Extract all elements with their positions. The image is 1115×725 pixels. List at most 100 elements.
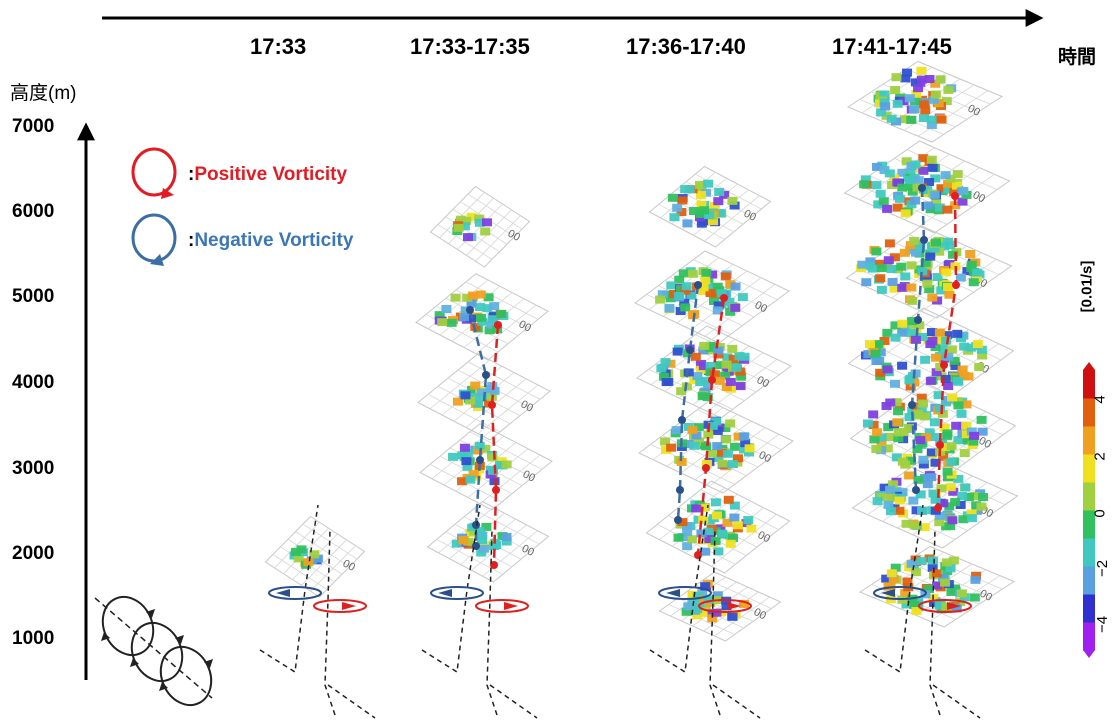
altitude-tick-5000: 5000 xyxy=(12,286,55,307)
positive-vorticity-icon xyxy=(131,147,177,199)
colorbar-segment xyxy=(1083,454,1095,483)
positive-vortex-track xyxy=(490,324,500,566)
negative-rotation-arrow xyxy=(881,589,895,597)
colorbar-segment xyxy=(1083,510,1095,539)
vorticity-field xyxy=(872,467,989,532)
vorticity-field xyxy=(873,66,957,129)
vorticity-field xyxy=(881,554,982,616)
time-label-2: 17:33-17:35 xyxy=(410,34,530,59)
altitude-tick-2000: 2000 xyxy=(12,543,55,564)
positive-vortex-point xyxy=(494,321,502,329)
altitude-tick-1000: 1000 xyxy=(12,628,55,649)
plane-tick-label: 00 xyxy=(742,208,758,224)
negative-rotation-arrow xyxy=(438,589,452,597)
negative-vortex-point xyxy=(676,486,684,494)
negative-vortex-point xyxy=(908,401,916,409)
vorticity-field xyxy=(656,341,750,402)
colorbar-cap-bottom xyxy=(1083,650,1095,658)
grid-plane: 00 xyxy=(417,353,551,441)
colorbar-unit: [0.01/s] xyxy=(1078,260,1096,313)
positive-rotation-arrow xyxy=(947,602,961,610)
negative-vortex-point xyxy=(472,521,480,529)
colorbar-tick-2: 2 xyxy=(1091,452,1109,461)
vorticity-field xyxy=(673,495,757,556)
grid-plane: 00 xyxy=(658,571,782,642)
colorbar-segment xyxy=(1083,622,1095,651)
negative-vortex-track xyxy=(676,284,700,521)
vorticity-field xyxy=(856,236,985,305)
positive-vortex-point xyxy=(936,441,944,449)
altitude-tick-3000: 3000 xyxy=(12,458,55,479)
positive-rotation-arrow xyxy=(504,602,518,610)
plane-tick-label: 00 xyxy=(756,529,772,545)
positive-vortex-point xyxy=(702,464,710,472)
plane-tick-label: 00 xyxy=(519,398,535,414)
tornado-base xyxy=(864,504,981,719)
positive-rotation-ring xyxy=(475,599,529,613)
positive-rotation-arrow xyxy=(727,602,741,610)
tornado-base xyxy=(421,504,538,719)
legend-positive-colon: : xyxy=(188,164,195,185)
negative-vortex-point xyxy=(686,346,694,354)
negative-vortex-point xyxy=(694,281,702,289)
negative-rotation-ring xyxy=(268,586,322,600)
legend-positive: :Positive Vorticity xyxy=(188,164,347,186)
negative-vortex-point xyxy=(476,456,484,464)
altitude-axis-label: 高度(m) xyxy=(10,83,77,104)
plane-tick-label: 00 xyxy=(752,606,768,622)
positive-vortex-point xyxy=(951,192,959,200)
plane-tick-label: 00 xyxy=(520,543,536,559)
vorticity-field xyxy=(681,579,749,623)
colorbar-segment xyxy=(1083,370,1095,399)
plane-tick-label: 00 xyxy=(757,449,773,465)
negative-rotation-arrow xyxy=(276,589,290,597)
colorbar-tick-0: 0 xyxy=(1091,509,1109,518)
colorbar-segment xyxy=(1083,566,1095,595)
colorbar-segment xyxy=(1083,398,1095,427)
altitude-tick-7000: 7000 xyxy=(12,116,55,137)
plane-tick-label: 00 xyxy=(753,299,769,315)
vorticity-field xyxy=(289,545,323,569)
negative-vortex-point xyxy=(920,236,928,244)
negative-vortex-point xyxy=(918,184,926,192)
negative-vortex-point xyxy=(674,516,682,524)
negative-vortex-point xyxy=(912,486,920,494)
positive-vortex-point xyxy=(952,281,960,289)
positive-rotation-arrow xyxy=(342,602,356,610)
plane-tick-label: 00 xyxy=(517,318,533,334)
colorbar-segment xyxy=(1083,538,1095,567)
legend-positive-label: Positive Vorticity xyxy=(194,164,348,185)
colorbar-segment xyxy=(1083,594,1095,623)
grid-plane: 00 xyxy=(429,185,531,268)
positive-vortex-point xyxy=(720,294,728,302)
positive-rotation-ring xyxy=(918,599,972,613)
positive-vortex-track xyxy=(696,297,726,556)
colorbar-segment xyxy=(1083,426,1095,455)
colorbar-tick-m2: −2 xyxy=(1094,559,1112,578)
positive-vortex-point xyxy=(492,486,500,494)
colorbar-segment xyxy=(1083,482,1095,511)
plane-tick-label: 00 xyxy=(977,435,993,451)
altitude-tick-6000: 6000 xyxy=(12,201,55,222)
time-axis-label: 時間 xyxy=(1058,47,1097,68)
positive-rotation-ring xyxy=(313,599,367,613)
vorticity-field xyxy=(452,212,492,242)
vorticity-field xyxy=(860,317,988,391)
negative-vortex-track xyxy=(468,309,488,546)
plane-tick-label: 00 xyxy=(966,103,982,119)
plane-tick-label: 00 xyxy=(978,588,994,604)
horizontal-vortex-tubes xyxy=(94,595,213,707)
positive-vortex-point xyxy=(708,376,716,384)
negative-rotation-ring xyxy=(658,586,712,600)
legend-negative-colon: : xyxy=(188,230,195,251)
colorbar-cap-top xyxy=(1083,362,1095,370)
plane-tick-label: 00 xyxy=(341,558,357,574)
negative-vorticity-icon xyxy=(131,213,177,266)
legend-negative-label: Negative Vorticity xyxy=(194,230,354,251)
vorticity-field xyxy=(862,391,988,469)
positive-vortex-point xyxy=(488,401,496,409)
plane-tick-label: 00 xyxy=(521,468,537,484)
colorbar-tick-m4: −4 xyxy=(1094,615,1112,634)
negative-rotation-ring xyxy=(430,586,484,600)
